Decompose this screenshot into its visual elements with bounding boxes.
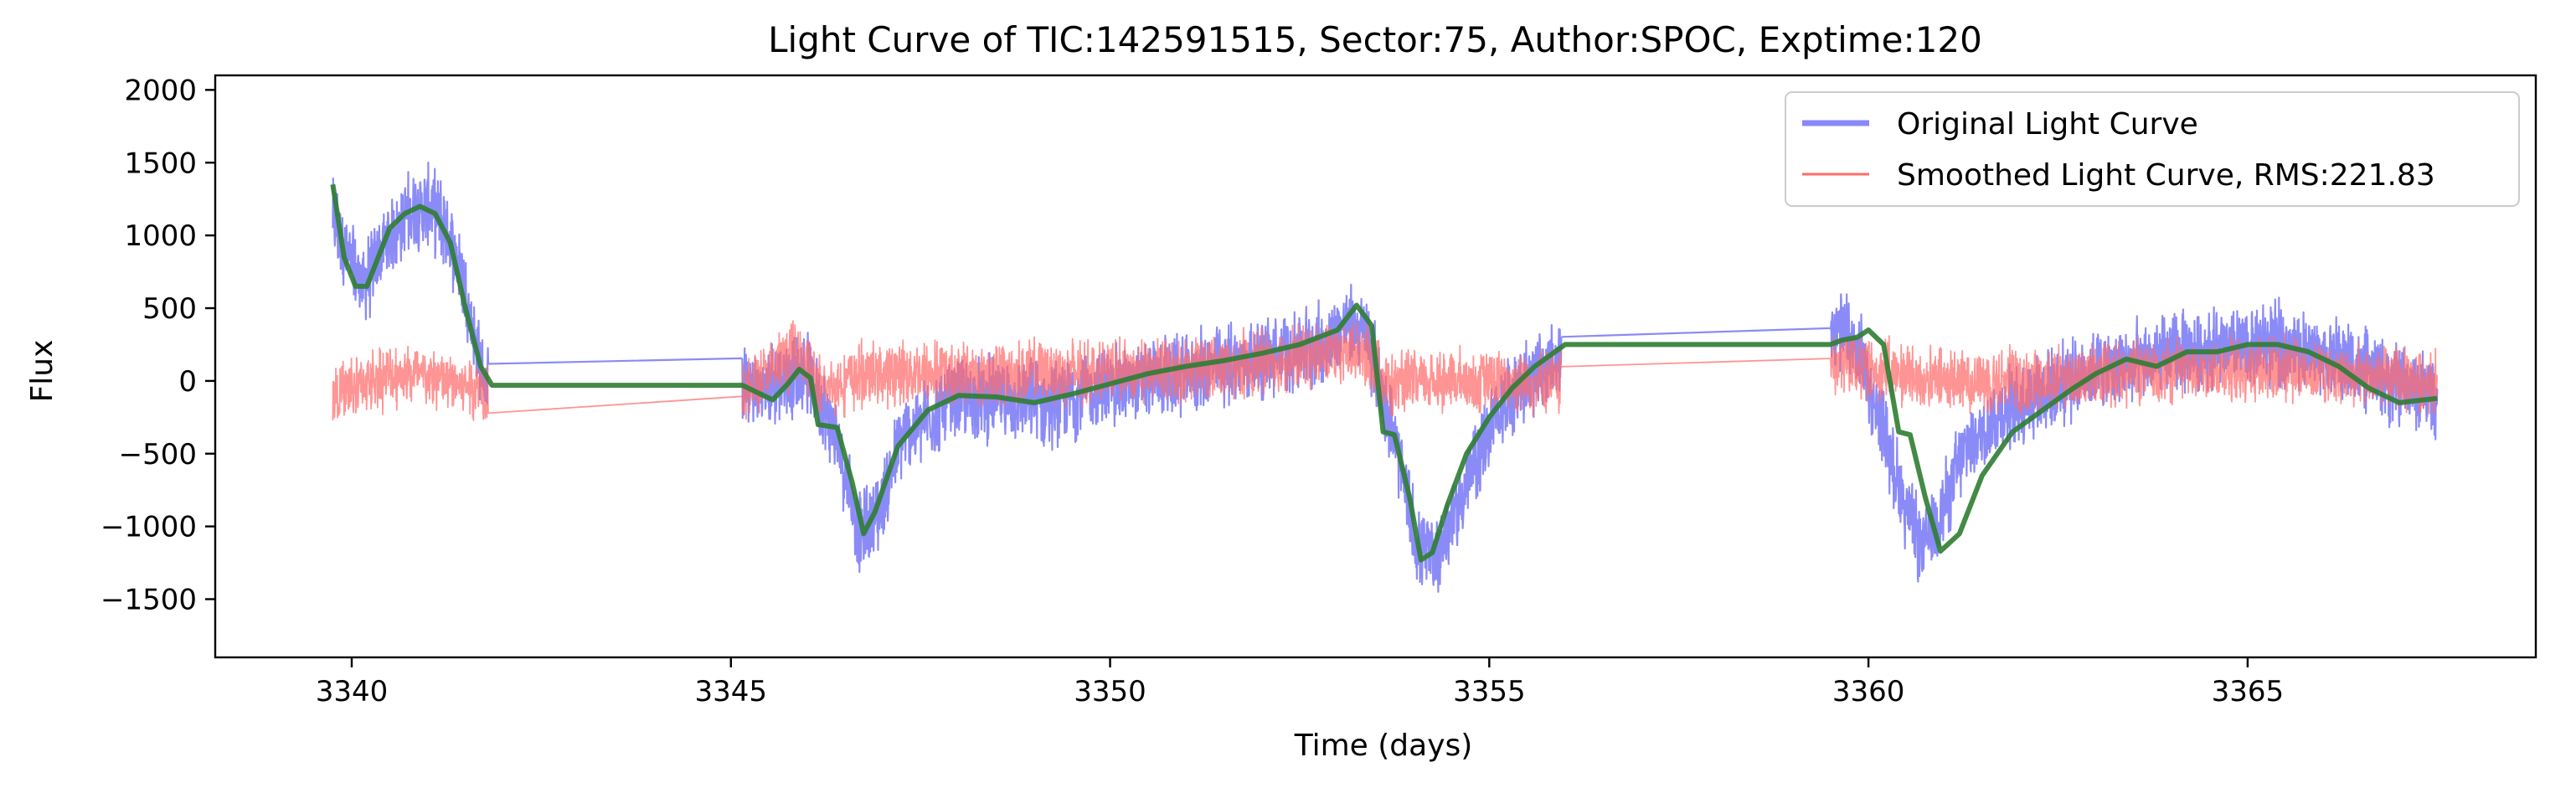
y-tick-label: 500 xyxy=(142,292,197,326)
plot-frame xyxy=(214,74,2537,659)
x-axis-ticks: 3340 3345 3350 3355 3360 3365 xyxy=(316,657,2284,708)
chart-marks xyxy=(330,162,2439,593)
series-line-0 xyxy=(332,162,2439,593)
y-tick-label: −1500 xyxy=(100,584,197,617)
x-tick-label: 3360 xyxy=(1832,675,1905,708)
x-tick-label: 3345 xyxy=(695,675,768,708)
y-axis-ticks: −1500 −1000 −500 0 500 1000 1500 2000 xyxy=(100,74,215,617)
x-tick-label: 3350 xyxy=(1074,675,1146,708)
y-tick-label: 1000 xyxy=(124,219,197,253)
series-line-2 xyxy=(330,183,2438,563)
y-tick-label: −1000 xyxy=(100,511,197,544)
y-axis-label: Flux xyxy=(25,340,59,403)
x-tick-label: 3355 xyxy=(1453,675,1526,708)
legend: Original Light Curve Smoothed Light Curv… xyxy=(1785,91,2520,207)
y-tick-label: 1500 xyxy=(124,147,197,180)
y-tick-label: 2000 xyxy=(124,74,197,107)
legend-label-original: Original Light Curve xyxy=(1897,107,2198,142)
y-tick-label: −500 xyxy=(119,438,197,471)
chart-title: Light Curve of TIC:142591515, Sector:75,… xyxy=(768,19,1982,60)
x-axis-label: Time (days) xyxy=(1294,729,1473,763)
series-line-1 xyxy=(332,320,2439,421)
legend-label-smoothed: Smoothed Light Curve, RMS:221.83 xyxy=(1897,158,2435,193)
legend-box xyxy=(1785,91,2520,207)
x-tick-label: 3340 xyxy=(316,675,389,708)
y-tick-label: 0 xyxy=(178,365,197,399)
x-tick-label: 3365 xyxy=(2212,675,2285,708)
